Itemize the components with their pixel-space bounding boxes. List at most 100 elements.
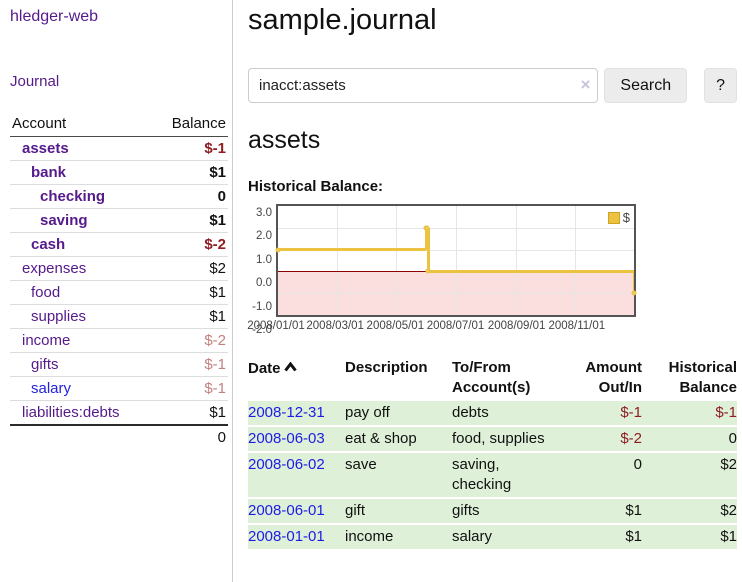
account-balance: $-1 xyxy=(152,352,228,377)
gridline xyxy=(396,206,398,315)
register-balance-cell: 0 xyxy=(642,427,737,451)
register-amount-cell: 0 xyxy=(562,453,642,497)
account-balance: $-1 xyxy=(152,136,228,161)
account-row: gifts $-1 xyxy=(10,352,228,377)
account-link[interactable]: liabilities:debts xyxy=(22,404,120,421)
account-link[interactable]: supplies xyxy=(31,308,87,325)
accounts-total-spacer xyxy=(10,425,152,449)
account-row: bank $1 xyxy=(10,160,228,185)
account-name-cell: assets xyxy=(10,136,153,161)
account-link[interactable]: checking xyxy=(40,188,106,205)
register-accounts-cell: debts xyxy=(452,401,562,425)
account-name-cell: supplies xyxy=(10,304,153,329)
account-row: expenses $2 xyxy=(10,256,228,281)
register-header-accounts-line2: Account(s) xyxy=(452,379,531,396)
account-row: food $1 xyxy=(10,280,228,305)
data-point-marker xyxy=(275,247,281,253)
transaction-date-link[interactable]: 2008-01-01 xyxy=(248,528,325,545)
register-header-balance-line2: Balance xyxy=(679,379,737,396)
transaction-date-link[interactable]: 2008-06-02 xyxy=(248,456,325,473)
account-link[interactable]: gifts xyxy=(31,356,59,373)
gridline xyxy=(278,249,634,251)
register-accounts-cell: salary xyxy=(452,525,562,549)
search-bar: × Search ? xyxy=(248,68,737,103)
register-header-amount-line2: Out/In xyxy=(598,379,642,396)
chart-line-segment xyxy=(632,271,634,294)
y-tick-label: -2.0 xyxy=(252,324,272,336)
main-content: sample.journal × Search ? assets Histori… xyxy=(233,0,742,582)
register-table-body: 2008-12-31 pay off debts $-1 $-1 2008-06-03 ea… xyxy=(248,401,737,549)
register-balance-cell: $1 xyxy=(642,525,737,549)
account-link[interactable]: salary xyxy=(31,380,72,397)
account-name-cell: salary xyxy=(10,376,153,401)
register-header-balance: Historical Balance xyxy=(642,357,737,399)
data-point-marker xyxy=(424,225,430,231)
register-header-date[interactable]: Date xyxy=(248,357,345,399)
chart-plot-area: $ xyxy=(275,204,637,317)
account-link[interactable]: food xyxy=(31,284,61,301)
register-header-balance-line1: Historical xyxy=(668,359,737,376)
app-brand-link[interactable]: hledger-web xyxy=(10,8,99,25)
legend-swatch-icon xyxy=(607,211,620,224)
register-balance-cell: $-1 xyxy=(642,401,737,425)
account-name-cell: checking xyxy=(10,184,153,209)
account-row: supplies $1 xyxy=(10,304,228,329)
transaction-date-link[interactable]: 2008-06-03 xyxy=(248,430,325,447)
register-accounts-cell: food, supplies xyxy=(452,427,562,451)
y-tick-label: -1.0 xyxy=(252,300,272,313)
register-date-cell: 2008-12-31 xyxy=(248,401,345,425)
register-description-cell: gift xyxy=(345,499,452,523)
register-description-cell: save xyxy=(345,453,452,497)
register-row: 2008-01-01 income salary $1 $1 xyxy=(248,525,737,549)
account-row: saving $1 xyxy=(10,208,228,233)
register-header-amount: Amount Out/In xyxy=(562,357,642,399)
gridline xyxy=(515,206,517,315)
account-link[interactable]: income xyxy=(22,332,71,349)
nav-journal-link[interactable]: Journal xyxy=(10,73,60,90)
account-balance: $-2 xyxy=(152,328,228,353)
account-link[interactable]: saving xyxy=(40,212,88,229)
help-button[interactable]: ? xyxy=(704,68,737,103)
search-input[interactable] xyxy=(248,68,599,103)
register-table: Date Description To/From Account(s) Amou… xyxy=(248,355,737,551)
register-description-cell: pay off xyxy=(345,401,452,425)
clear-search-icon[interactable]: × xyxy=(580,75,591,94)
chart-line-segment xyxy=(428,269,634,273)
x-tick-label: 2008/09/01 xyxy=(487,320,546,332)
register-date-cell: 2008-06-02 xyxy=(248,453,345,497)
account-balance: $-1 xyxy=(152,376,228,401)
x-tick-label: 2008/07/01 xyxy=(426,320,485,332)
accounts-header-account: Account xyxy=(10,112,153,137)
legend-label: $ xyxy=(622,210,630,225)
register-header-accounts-line1: To/From xyxy=(452,359,511,376)
historical-balance-chart: 3.0 2.0 1.0 0.0 -1.0 -2.0 $ 2008/01/01 2008/03… xyxy=(247,204,668,336)
register-amount-cell: $-1 xyxy=(562,401,642,425)
account-link[interactable]: expenses xyxy=(22,260,87,277)
transaction-date-link[interactable]: 2008-12-31 xyxy=(248,404,325,421)
account-name-cell: food xyxy=(10,280,153,305)
data-point-marker xyxy=(631,290,637,296)
register-accounts-cell: saving, checking xyxy=(452,453,562,497)
account-row: liabilities:debts $1 xyxy=(10,400,228,426)
account-link[interactable]: assets xyxy=(22,140,69,157)
search-button[interactable]: Search xyxy=(604,68,688,103)
chart-y-axis: 3.0 2.0 1.0 0.0 -1.0 -2.0 xyxy=(248,207,272,336)
sort-ascending-icon xyxy=(283,358,297,378)
account-balance: $-2 xyxy=(152,232,228,257)
accounts-table-body: assets $-1 bank $1 checking 0 saving $1 cash $-2 e… xyxy=(10,136,228,450)
account-link[interactable]: bank xyxy=(31,164,67,181)
account-row: salary $-1 xyxy=(10,376,228,401)
register-header-accounts: To/From Account(s) xyxy=(452,357,562,399)
register-header-description: Description xyxy=(345,359,428,376)
register-amount-cell: $1 xyxy=(562,525,642,549)
sidebar: hledger-web Journal Account Balance asse… xyxy=(0,0,233,582)
register-amount-cell: $1 xyxy=(562,499,642,523)
account-link[interactable]: cash xyxy=(31,236,66,253)
accounts-header-balance: Balance xyxy=(152,112,228,137)
register-date-cell: 2008-06-03 xyxy=(248,427,345,451)
gridline xyxy=(455,206,457,315)
chart-line-segment xyxy=(426,227,430,272)
register-row: 2008-12-31 pay off debts $-1 $-1 xyxy=(248,401,737,425)
account-row: cash $-2 xyxy=(10,232,228,257)
transaction-date-link[interactable]: 2008-06-01 xyxy=(248,502,325,519)
